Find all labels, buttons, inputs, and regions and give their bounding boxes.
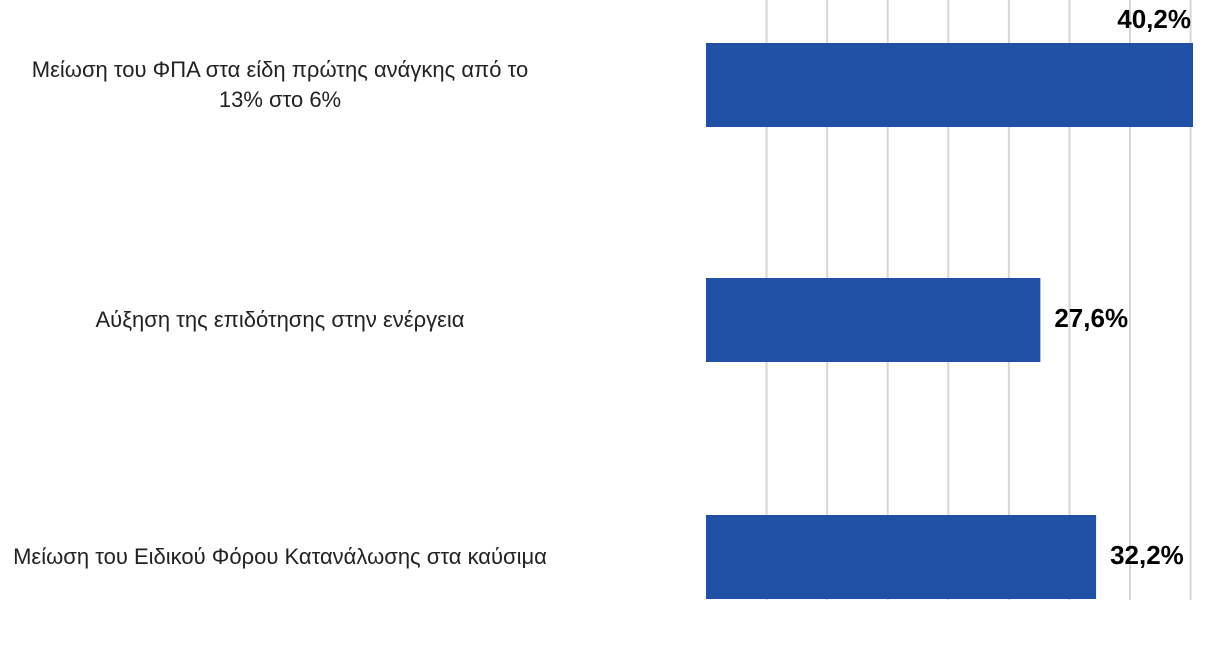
bar — [706, 278, 1041, 362]
bar — [706, 43, 1193, 127]
value-label: 32,2% — [1110, 540, 1184, 570]
value-label: 27,6% — [1054, 303, 1128, 333]
category-label: Αύξηση της επιδότησης στην ενέργεια — [95, 307, 465, 332]
bar — [706, 515, 1097, 599]
category-label: Μείωση του Ειδικού Φόρου Κατανάλωσης στα… — [13, 544, 547, 569]
category-label: Μείωση του ΦΠΑ στα είδη πρώτης ανάγκης α… — [31, 57, 529, 112]
value-label: 40,2% — [1117, 4, 1191, 34]
